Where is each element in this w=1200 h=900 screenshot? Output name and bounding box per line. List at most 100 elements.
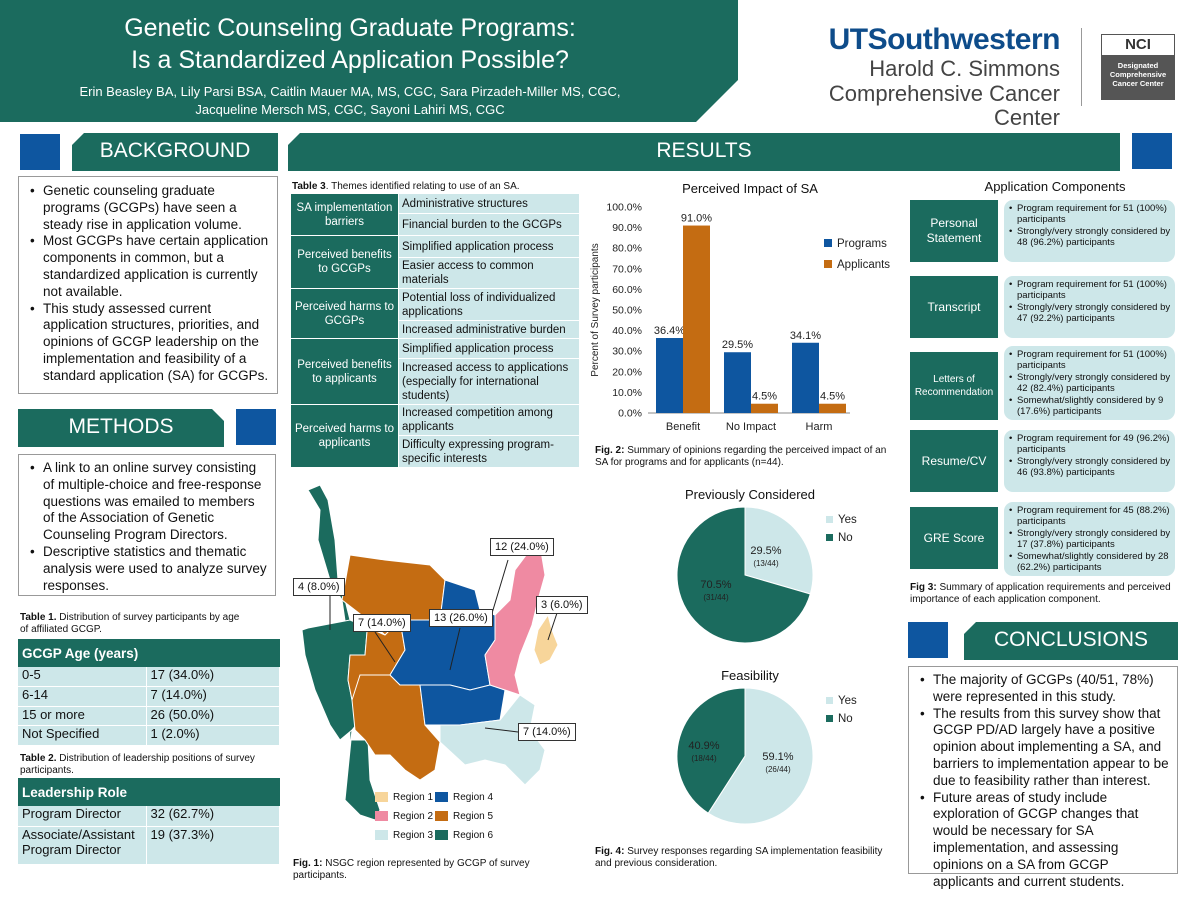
table-row: Program Director 32 (62.7%): [18, 806, 280, 827]
map-callout: 7 (14.0%): [518, 723, 576, 741]
table-header: GCGP Age (years): [18, 639, 280, 667]
app-component-key: Letters of Recommendation: [910, 352, 998, 420]
app-component-details: Program requirement for 45 (88.2%) parti…: [1004, 502, 1175, 576]
theme-key: Perceived harms to applicants: [290, 404, 399, 468]
conclusions-list: The majority of GCGPs (40/51, 78%) were …: [915, 672, 1171, 890]
legend-label: Yes: [838, 695, 857, 707]
x-tick-label: Benefit: [666, 421, 700, 433]
legend-label: Region 6: [453, 830, 494, 841]
list-item: Strongly/very strongly considered by 48 …: [1008, 226, 1171, 249]
legend-swatch: [826, 715, 833, 722]
title-line-2: Is a Standardized Application Possible?: [131, 46, 569, 74]
fig4-caption: Fig. 4: Survey responses regarding SA im…: [595, 846, 885, 870]
app-components-title: Application Components: [984, 179, 1126, 194]
title-line-1: Genetic Counseling Graduate Programs:: [124, 14, 576, 42]
legend-label: Applicants: [837, 259, 890, 271]
bar-chart-ylabel: Percent of Survey participants: [590, 243, 601, 376]
theme-item: Increased competition among applicants: [398, 404, 580, 436]
theme-item: Increased access to applications (especi…: [398, 358, 580, 405]
fig3-caption: Fig 3: Summary of application requiremen…: [910, 582, 1180, 606]
map-callout: 7 (14.0%): [353, 614, 411, 632]
caption-label: Fig 3:: [910, 582, 937, 593]
pie-data-sublabel: (26/44): [765, 765, 791, 774]
y-tick-label: 0.0%: [618, 408, 642, 420]
pie-data-sublabel: (13/44): [753, 559, 779, 568]
table-cell: 6-14: [18, 686, 147, 707]
list-item: The majority of GCGPs (40/51, 78%) were …: [915, 672, 1171, 706]
legend-label: Region 5: [453, 811, 494, 822]
pie-data-label: 40.9%: [688, 740, 719, 752]
map-callout: 13 (26.0%): [429, 609, 493, 627]
table-row: 0-5 17 (34.0%): [18, 667, 280, 687]
table-cell: 1 (2.0%): [146, 725, 280, 746]
bar-data-label: 91.0%: [681, 213, 712, 225]
caption-label: Fig. 1:: [293, 858, 323, 869]
theme-item: Increased administrative burden: [398, 320, 580, 339]
list-item: This study assessed current application …: [25, 301, 271, 385]
list-item: Program requirement for 49 (96.2%) parti…: [1008, 433, 1171, 456]
x-tick-label: No Impact: [726, 421, 776, 433]
legend-swatch: [375, 830, 388, 841]
table-header: Leadership Role: [18, 778, 280, 806]
legend-item: Region 6: [435, 826, 493, 845]
pie2-title: Feasibility: [721, 668, 779, 683]
theme-item: Easier access to common materials: [398, 257, 580, 289]
legend-swatch: [435, 830, 448, 841]
table-row: Associate/Assistant Program Director 19 (…: [18, 826, 280, 865]
x-tick-label: Harm: [806, 421, 833, 433]
table2: Leadership Role Program Director 32 (62.7…: [18, 778, 280, 865]
bar-programs: [724, 352, 751, 413]
table1: GCGP Age (years) 0-5 17 (34.0%) 6-14 7 (14…: [18, 639, 280, 746]
background-heading: BACKGROUND: [72, 133, 278, 171]
results-heading: RESULTS: [288, 133, 1120, 171]
bar-data-label: 29.5%: [722, 339, 753, 351]
region-3-shape: [439, 694, 546, 786]
pie-data-sublabel: (18/44): [691, 754, 717, 763]
caption-label: Fig. 2:: [595, 445, 625, 456]
y-tick-label: 20.0%: [612, 366, 642, 378]
authors: Erin Beasley BA, Lily Parsi BSA, Caitlin…: [0, 83, 700, 119]
caption-text: Distribution of survey participants by a…: [20, 612, 240, 635]
bar-data-label: 4.5%: [752, 391, 777, 403]
y-tick-label: 80.0%: [612, 243, 642, 255]
y-tick-label: 10.0%: [612, 387, 642, 399]
map-legend-col-2: Region 4 Region 5 Region 6: [435, 788, 493, 845]
background-box: Genetic counseling graduate programs (GC…: [18, 176, 278, 394]
legend-label: No: [838, 713, 853, 725]
caption-text: Survey responses regarding SA implementa…: [595, 846, 883, 869]
legend-label: No: [838, 532, 853, 544]
legend-swatch: [375, 792, 388, 803]
legend-swatch: [826, 697, 833, 704]
nci-badge-title: NCI: [1102, 35, 1174, 55]
callout-line: [489, 559, 509, 621]
list-item: Strongly/very strongly considered by 46 …: [1008, 456, 1171, 479]
table-cell: 15 or more: [18, 706, 147, 726]
fig2-caption: Fig. 2: Summary of opinions regarding th…: [595, 445, 900, 469]
bar-applicants: [819, 403, 846, 413]
nci-sub-line: Cancer Center: [1112, 79, 1164, 88]
legend-swatch: [435, 811, 448, 822]
y-tick-label: 70.0%: [612, 263, 642, 275]
list-item: Program requirement for 51 (100%) partic…: [1008, 349, 1171, 372]
nci-sub-line: Designated: [1117, 61, 1159, 70]
bar-chart-title: Perceived Impact of SA: [682, 181, 818, 196]
table-row: 15 or more 26 (50.0%): [18, 706, 280, 726]
theme-key: SA implementation barriers: [290, 193, 399, 236]
callout-line: [547, 609, 559, 641]
list-item: Descriptive statistics and thematic anal…: [25, 544, 269, 594]
bar-programs: [792, 342, 819, 413]
nci-badge: NCI Designated Comprehensive Cancer Cent…: [1101, 34, 1175, 100]
caption-label: Table 1.: [20, 612, 57, 623]
table3-caption: Table 3. Themes identified relating to u…: [292, 181, 572, 193]
map-callout-lines: [329, 559, 559, 733]
table-cell: 26 (50.0%): [146, 706, 280, 726]
app-component-key: Transcript: [910, 276, 998, 338]
bar-data-label: 36.4%: [654, 325, 685, 337]
table3: SA implementation barriers Administrative…: [290, 193, 580, 468]
app-component-key: Personal Statement: [910, 200, 998, 262]
app-component-key: GRE Score: [910, 507, 998, 569]
theme-item: Financial burden to the GCGPs: [398, 213, 580, 236]
list-item: Strongly/very strongly considered by 17 …: [1008, 528, 1171, 551]
table-cell: Not Specified: [18, 725, 147, 746]
pie-slice-yes: [744, 506, 814, 595]
